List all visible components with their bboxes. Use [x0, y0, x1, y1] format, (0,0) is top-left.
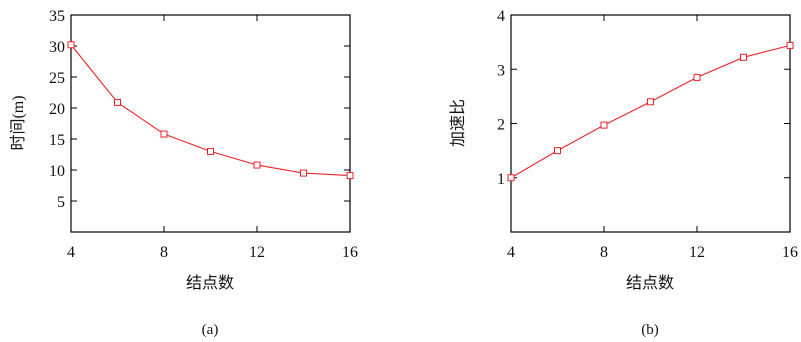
- chart-panel-a: 5 10 15 20 25 30 35 4 8 12 16 时间(m) 结点数 (a): [9, 8, 358, 338]
- y-tick-label-a-20: 20: [49, 101, 65, 118]
- plot-frame-b: [510, 14, 791, 233]
- y-tick-label-a-25: 25: [49, 70, 65, 87]
- data-point-b-4: [507, 174, 515, 182]
- x-tick-label-b-8: 8: [600, 244, 608, 261]
- data-point-b-14: [740, 53, 747, 61]
- y-tick-label-b-3: 3: [497, 62, 505, 79]
- data-point-a-12: [253, 161, 261, 169]
- x-axis-label-b: 结点数: [626, 274, 674, 292]
- data-point-b-6: [554, 147, 561, 155]
- x-tick-label-b-4: 4: [507, 244, 515, 261]
- x-tick-label-a-12: 12: [249, 244, 265, 261]
- y-tick-label-a-35: 35: [49, 8, 65, 25]
- y-ticks-a: 5 10 15 20 25 30 35: [49, 8, 350, 211]
- caption-b: (b): [641, 322, 659, 338]
- y-tick-label-a-15: 15: [49, 132, 65, 149]
- data-point-a-6: [114, 98, 121, 106]
- y-tick-label-b-2: 2: [497, 117, 505, 134]
- y-axis-label-a: 时间(m): [9, 95, 27, 150]
- y-tick-label-b-1: 1: [497, 171, 505, 188]
- data-point-a-16: [346, 172, 354, 180]
- series-line-b-0: [510, 44, 791, 179]
- data-point-b-8: [600, 121, 608, 129]
- data-point-a-14: [300, 169, 307, 177]
- data-point-b-10: [647, 98, 654, 106]
- data-point-b-12: [693, 73, 701, 81]
- x-tick-label-b-12: 12: [689, 244, 705, 261]
- plot-frame-a: [70, 14, 351, 233]
- y-tick-label-a-10: 10: [49, 163, 65, 180]
- y-axis-label-b: 加速比: [449, 99, 467, 147]
- series-line-a-0: [70, 44, 351, 177]
- data-point-a-8: [160, 130, 168, 138]
- x-tick-label-a-8: 8: [160, 244, 168, 261]
- data-point-b-16: [786, 41, 794, 49]
- x-tick-label-b-16: 16: [782, 244, 798, 261]
- y-tick-label-a-5: 5: [57, 194, 65, 211]
- x-axis-label-a: 结点数: [186, 274, 234, 292]
- x-ticks-b: 4 8 12 16: [507, 15, 798, 261]
- x-ticks-a: 4 8 12 16: [67, 15, 358, 261]
- series-b: [507, 41, 794, 182]
- caption-a: (a): [202, 322, 219, 338]
- y-ticks-b: 1 2 3 4: [497, 8, 790, 188]
- y-tick-label-a-30: 30: [49, 39, 65, 56]
- data-point-a-10: [207, 147, 214, 155]
- x-tick-label-a-4: 4: [67, 244, 75, 261]
- x-tick-label-a-16: 16: [342, 244, 358, 261]
- series-a: [67, 41, 354, 180]
- data-point-a-4: [67, 41, 75, 49]
- y-tick-label-b-4: 4: [497, 8, 505, 25]
